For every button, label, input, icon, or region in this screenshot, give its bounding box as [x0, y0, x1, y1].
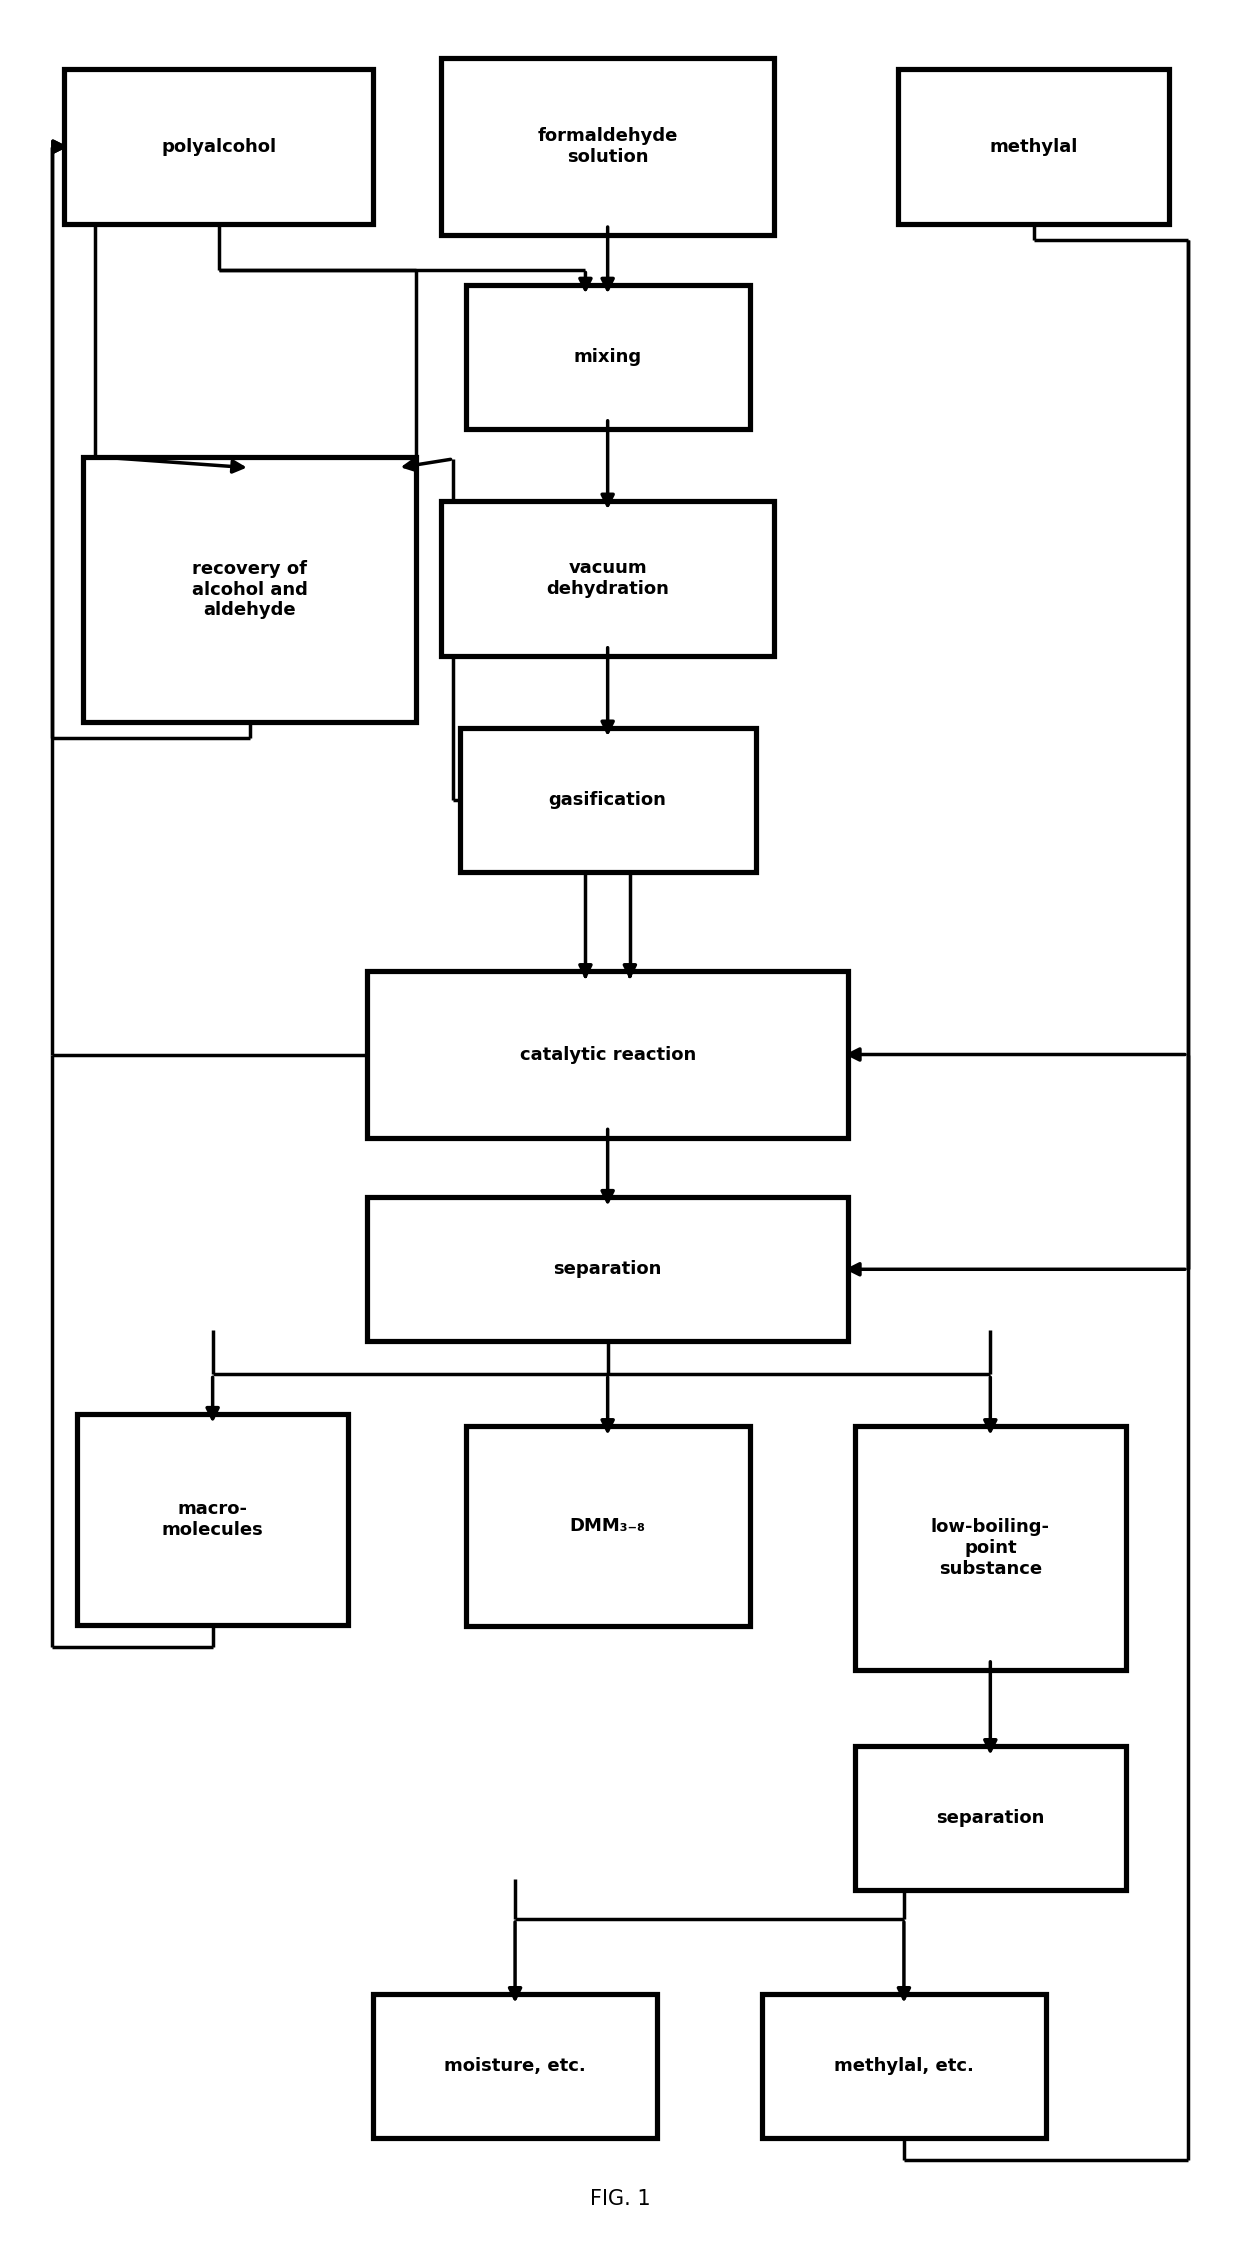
Text: methylal, etc.: methylal, etc.	[835, 2058, 973, 2076]
FancyBboxPatch shape	[761, 1995, 1045, 2137]
FancyBboxPatch shape	[373, 1995, 657, 2137]
Text: mixing: mixing	[574, 349, 642, 367]
Text: vacuum
dehydration: vacuum dehydration	[546, 559, 670, 598]
Text: DMM₃₋₈: DMM₃₋₈	[569, 1517, 646, 1535]
FancyBboxPatch shape	[77, 1415, 348, 1626]
Text: moisture, etc.: moisture, etc.	[444, 2058, 587, 2076]
FancyBboxPatch shape	[441, 500, 774, 657]
Text: macro-
molecules: macro- molecules	[161, 1501, 264, 1540]
FancyBboxPatch shape	[83, 457, 417, 722]
Text: recovery of
alcohol and
aldehyde: recovery of alcohol and aldehyde	[192, 559, 308, 620]
FancyBboxPatch shape	[367, 1198, 848, 1340]
FancyBboxPatch shape	[441, 59, 774, 235]
Text: low-boiling-
point
substance: low-boiling- point substance	[931, 1519, 1050, 1578]
Text: gasification: gasification	[549, 790, 667, 808]
FancyBboxPatch shape	[854, 1746, 1126, 1890]
FancyBboxPatch shape	[466, 285, 750, 428]
Text: formaldehyde
solution: formaldehyde solution	[537, 127, 678, 165]
Text: separation: separation	[936, 1809, 1044, 1827]
FancyBboxPatch shape	[64, 70, 373, 224]
FancyBboxPatch shape	[898, 70, 1169, 224]
FancyBboxPatch shape	[854, 1426, 1126, 1671]
FancyBboxPatch shape	[367, 971, 848, 1137]
Text: methylal: methylal	[990, 138, 1078, 156]
Text: FIG. 1: FIG. 1	[590, 2189, 650, 2210]
Text: catalytic reaction: catalytic reaction	[520, 1046, 696, 1064]
Text: polyalcohol: polyalcohol	[161, 138, 277, 156]
FancyBboxPatch shape	[460, 729, 756, 872]
Text: separation: separation	[553, 1261, 662, 1279]
FancyBboxPatch shape	[466, 1426, 750, 1626]
